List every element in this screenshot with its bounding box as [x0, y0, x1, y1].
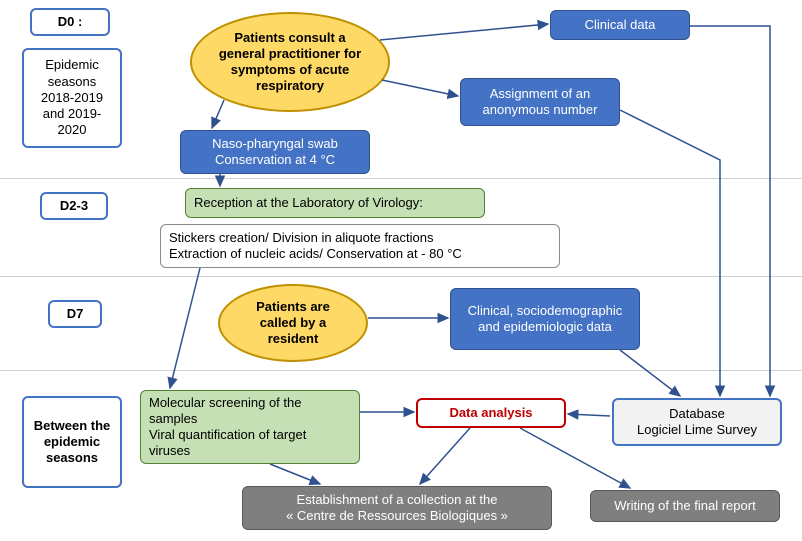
label: Patients consult a general practitioner … [214, 30, 366, 95]
node-swab: Naso-pharyngal swab Conservation at 4 °C [180, 130, 370, 174]
node-d0: D0 : [30, 8, 110, 36]
label: D7 [67, 306, 84, 322]
edge [380, 24, 548, 40]
edge [420, 428, 470, 484]
node-seasons: Epidemic seasons 2018-2019 and 2019-2020 [22, 48, 122, 148]
node-report: Writing of the final report [590, 490, 780, 522]
node-analysis: Data analysis [416, 398, 566, 428]
label: Clinical, sociodemographic and epidemiol… [459, 303, 631, 336]
node-stickers: Stickers creation/ Division in aliquote … [160, 224, 560, 268]
label: Data analysis [449, 405, 532, 421]
label: Database Logiciel Lime Survey [637, 406, 757, 439]
edge [270, 464, 320, 484]
node-molecular: Molecular screening of the samples Viral… [140, 390, 360, 464]
label: Molecular screening of the samples Viral… [149, 395, 351, 460]
label: D2-3 [60, 198, 88, 214]
edge [620, 350, 680, 396]
divider [0, 276, 802, 277]
edge [568, 414, 610, 416]
node-reception: Reception at the Laboratory of Virology: [185, 188, 485, 218]
node-sociodemo: Clinical, sociodemographic and epidemiol… [450, 288, 640, 350]
label: Assignment of an anonymous number [469, 86, 611, 119]
edge [690, 26, 770, 396]
label: D0 : [58, 14, 83, 30]
node-d23: D2-3 [40, 192, 108, 220]
node-consult: Patients consult a general practitioner … [190, 12, 390, 112]
divider [0, 178, 802, 179]
label: Reception at the Laboratory of Virology: [194, 195, 423, 211]
label: Between the epidemic seasons [32, 418, 112, 467]
node-assign: Assignment of an anonymous number [460, 78, 620, 126]
edge [212, 100, 224, 128]
label: Epidemic seasons 2018-2019 and 2019-2020 [32, 57, 112, 138]
node-between: Between the epidemic seasons [22, 396, 122, 488]
label: Establishment of a collection at the « C… [286, 492, 508, 525]
node-d7: D7 [48, 300, 102, 328]
label: Stickers creation/ Division in aliquote … [169, 230, 462, 263]
node-called: Patients are called by a resident [218, 284, 368, 362]
edge [382, 80, 458, 96]
node-database: Database Logiciel Lime Survey [612, 398, 782, 446]
node-clinical: Clinical data [550, 10, 690, 40]
label: Clinical data [585, 17, 656, 33]
node-collection: Establishment of a collection at the « C… [242, 486, 552, 530]
label: Patients are called by a resident [236, 299, 350, 348]
label: Naso-pharyngal swab Conservation at 4 °C [212, 136, 338, 169]
edge [620, 110, 720, 396]
label: Writing of the final report [614, 498, 755, 514]
divider [0, 370, 802, 371]
